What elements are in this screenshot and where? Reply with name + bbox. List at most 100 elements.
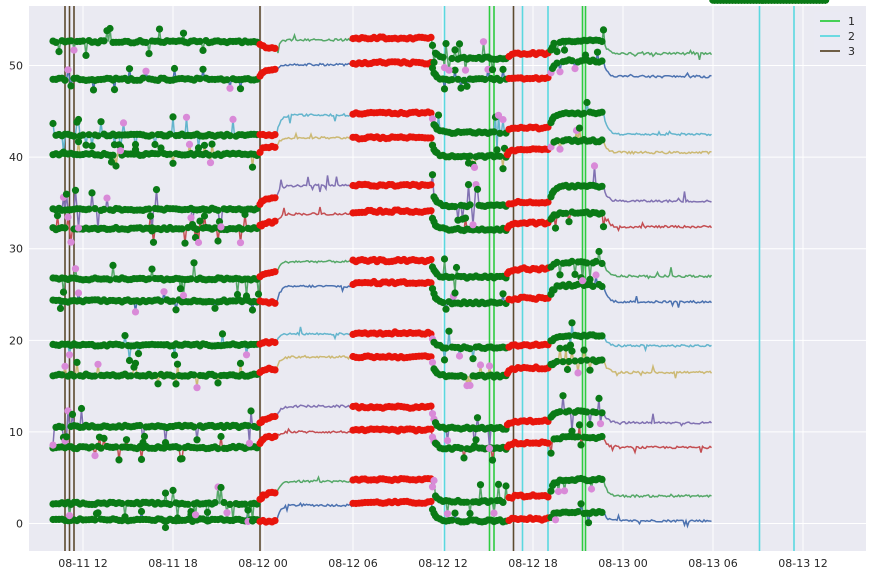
data-point [427, 353, 435, 361]
data-point [470, 163, 479, 171]
data-point [427, 256, 435, 264]
data-point [82, 141, 90, 149]
data-point [583, 98, 591, 107]
data-point [178, 455, 186, 463]
x-tick-label: 08-12 18 [508, 557, 557, 570]
data-point [146, 212, 155, 220]
data-point [476, 361, 485, 369]
data-point [49, 441, 57, 449]
data-point [583, 408, 591, 416]
data-point [70, 372, 78, 380]
data-point [452, 263, 461, 272]
data-point [563, 365, 572, 374]
data-point [427, 181, 435, 189]
data-point [455, 40, 464, 48]
data-point [560, 46, 569, 54]
data-point [248, 517, 257, 525]
data-point [448, 54, 456, 63]
data-point [91, 516, 99, 524]
data-point [598, 332, 606, 340]
data-point [430, 58, 438, 66]
data-point [457, 84, 465, 92]
data-point [187, 214, 195, 222]
data-point [100, 434, 108, 442]
data-point [217, 432, 225, 441]
data-point [100, 37, 108, 45]
data-point [181, 239, 189, 247]
data-point [200, 141, 209, 149]
data-point [223, 76, 231, 84]
data-point [220, 498, 228, 507]
data-point [157, 297, 165, 305]
data-point [145, 50, 153, 58]
data-point [196, 75, 204, 83]
data-point [427, 425, 435, 433]
data-point [271, 366, 279, 374]
data-point [575, 124, 584, 132]
x-tick-label: 08-13 00 [598, 557, 647, 570]
data-point [125, 356, 134, 365]
data-point [547, 449, 555, 457]
data-point [247, 407, 255, 415]
data-point [199, 65, 207, 73]
data-point [65, 351, 74, 359]
data-point [53, 212, 62, 220]
data-point [88, 189, 96, 197]
axis-ticks: 0 10 20 30 40 50 08-11 12 08-11 18 08-12 00 08-12… [9, 60, 828, 570]
data-point [226, 500, 234, 508]
data-point [428, 358, 437, 366]
data-point [568, 57, 576, 65]
data-point [193, 384, 201, 392]
data-point [106, 24, 114, 33]
data-point [553, 137, 561, 145]
data-point [592, 257, 600, 265]
x-tick-label: 08-12 06 [328, 557, 377, 570]
data-point [131, 308, 140, 316]
data-point [70, 132, 78, 140]
data-point [428, 410, 437, 418]
data-point [82, 51, 90, 60]
data-point [598, 37, 606, 46]
data-point [110, 86, 119, 94]
data-point [578, 277, 587, 285]
data-point [430, 476, 438, 485]
data-point [454, 75, 462, 83]
data-point [58, 371, 66, 379]
data-point [160, 288, 168, 296]
data-point [73, 358, 81, 366]
y-tick-label: 30 [9, 243, 23, 256]
data-point [487, 497, 495, 505]
data-point [59, 148, 68, 156]
data-point [248, 163, 257, 171]
data-point [556, 68, 564, 76]
data-point [461, 66, 470, 74]
data-point [440, 85, 449, 93]
data-point [100, 205, 108, 213]
data-point [190, 259, 198, 267]
data-point [434, 111, 443, 119]
data-point [169, 113, 177, 121]
data-point [193, 436, 201, 444]
data-point [559, 392, 567, 400]
data-point [140, 432, 149, 440]
data-point [142, 67, 150, 75]
data-point [118, 499, 126, 508]
data-point [271, 194, 279, 202]
data-point [560, 487, 569, 495]
data-point [445, 66, 453, 74]
legend-label-1: 1 [848, 15, 855, 28]
data-point [119, 119, 128, 127]
data-point [74, 224, 83, 232]
data-point [173, 360, 182, 368]
data-point [62, 433, 71, 441]
x-tick-label: 08-12 00 [238, 557, 287, 570]
data-point [254, 290, 263, 298]
data-point [577, 500, 585, 508]
x-tick-label: 08-11 18 [148, 557, 197, 570]
legend-label-2: 2 [848, 30, 855, 43]
data-point [131, 359, 140, 367]
data-point [427, 279, 435, 287]
data-point [127, 372, 135, 380]
data-point [568, 347, 576, 355]
data-point [131, 146, 140, 154]
